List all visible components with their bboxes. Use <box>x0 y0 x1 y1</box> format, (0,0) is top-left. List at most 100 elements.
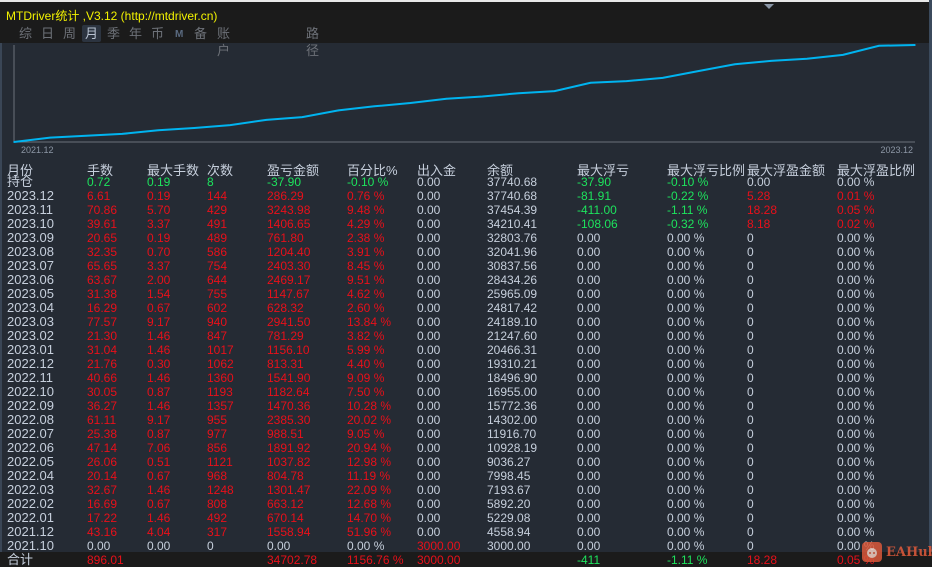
cell-最大浮盈比例: 0.00 % <box>837 301 875 315</box>
cell-次数: 977 <box>207 427 228 441</box>
cell-最大手数: 3.37 <box>147 217 171 231</box>
cell-最大手数: 1.46 <box>147 483 171 497</box>
cell-出入金: 0.00 <box>417 189 441 203</box>
cell-次数: 940 <box>207 315 228 329</box>
cell-次数: 1248 <box>207 483 234 497</box>
cell-手数: 70.86 <box>87 203 118 217</box>
balance-point <box>121 133 123 135</box>
tab-7[interactable]: M <box>175 29 184 40</box>
cell-次数: 586 <box>207 245 228 259</box>
cell-月份: 2021.10 <box>7 538 54 553</box>
watermark-text: EAHub <box>886 544 932 560</box>
cell-次数: 847 <box>207 329 228 343</box>
cell-最大浮亏比例: -0.22 % <box>667 189 709 203</box>
tab-0[interactable]: 综 <box>19 26 33 41</box>
cell-月份: 2022.11 <box>7 370 54 385</box>
cell-手数: 65.65 <box>87 259 118 273</box>
cell-盈亏金额: 761.80 <box>267 231 304 245</box>
cell-次数: 492 <box>207 511 228 525</box>
cell-最大浮亏: 0.00 <box>577 385 601 399</box>
cell-最大浮亏: 0.00 <box>577 483 601 497</box>
cell-出入金: 0.00 <box>417 287 441 301</box>
cell-次数: 808 <box>207 497 228 511</box>
cell-手数: 16.29 <box>87 301 118 315</box>
cell-最大浮盈金额: 0 <box>747 413 754 427</box>
cell-最大浮亏比例: 0.00 % <box>667 245 705 259</box>
cell-百分比%: 9.51 % <box>347 273 385 287</box>
balance-point <box>734 63 736 66</box>
cell-最大浮亏: 0.00 <box>577 259 601 273</box>
cell-余额: 30837.56 <box>487 259 538 273</box>
cell-余额: 37740.68 <box>487 189 538 203</box>
cell-最大浮亏: 0.00 <box>577 427 601 441</box>
cell-最大浮亏: 0.00 <box>577 231 601 245</box>
balance-point <box>373 105 376 108</box>
cell-次数: 317 <box>207 525 228 539</box>
cell-月份: 2021.12 <box>7 524 54 539</box>
cell-月份: 2022.10 <box>7 384 54 399</box>
tab-1[interactable]: 日 <box>41 26 55 41</box>
cell-盈亏金额: 1541.90 <box>267 371 311 385</box>
cell-最大浮盈金额: 0 <box>747 301 754 315</box>
cell-最大浮亏: 0.00 <box>577 357 601 371</box>
cell-手数: 21.30 <box>87 329 118 343</box>
tab-4[interactable]: 季 <box>107 26 121 41</box>
cell-手数: 39.61 <box>87 217 118 231</box>
cell-余额: 37740.68 <box>487 175 538 189</box>
cell-最大浮亏: 0.00 <box>577 525 601 539</box>
cell-最大手数: 0.70 <box>147 245 171 259</box>
cell-最大浮亏: 0.00 <box>577 539 601 553</box>
cell-次数: 1062 <box>207 357 234 371</box>
tab-3[interactable]: 月 <box>82 25 102 42</box>
cell-最大浮盈比例: 0.00 % <box>837 385 875 399</box>
tab-6[interactable]: 币 <box>151 26 165 41</box>
tab-5[interactable]: 年 <box>129 26 143 41</box>
cell-最大浮盈比例: 0.00 % <box>837 469 875 483</box>
tab-10[interactable]: 路径 <box>306 26 320 58</box>
table-row: 2022.10 30.05 0.87 1193 1182.64 7.50 % 0.00 169… <box>0 384 932 400</box>
cell-盈亏金额: 628.32 <box>267 301 304 315</box>
cell-最大浮盈金额: 0 <box>747 511 754 525</box>
cell-盈亏金额: 1558.94 <box>267 525 311 539</box>
cell-月份: 2022.08 <box>7 412 54 427</box>
collapse-arrow-icon[interactable] <box>764 4 774 9</box>
table-row: 2023.04 16.29 0.67 602 628.32 2.60 % 0.00 24817… <box>0 301 932 316</box>
balance-point <box>661 77 664 79</box>
cell-最大浮亏: 0.00 <box>577 273 601 287</box>
cell-百分比%: 9.05 % <box>347 427 385 441</box>
balance-chart: 2021.12 2023.12 <box>13 44 916 155</box>
balance-point <box>625 80 628 82</box>
cell-出入金: 0.00 <box>417 399 441 413</box>
tab-8[interactable]: 备 <box>194 26 208 41</box>
cell-月份: 2023.05 <box>7 286 54 301</box>
cell-最大浮亏比例: 0.00 % <box>667 273 705 287</box>
cell-出入金: 0.00 <box>417 469 441 483</box>
cell-出入金: 0.00 <box>417 343 441 357</box>
cell-最大浮亏比例: -1.11 % <box>667 553 708 567</box>
cell-最大手数: 1.46 <box>147 329 171 343</box>
balance-point <box>914 44 916 46</box>
cell-余额: 7998.45 <box>487 469 531 483</box>
cell-最大浮亏: 0.00 <box>577 441 601 455</box>
cell-最大浮亏比例: 0.00 % <box>667 315 705 329</box>
cell-最大浮盈比例: 0.00 % <box>837 427 875 441</box>
cell-盈亏金额: 2403.30 <box>267 259 311 273</box>
balance-point <box>157 129 159 132</box>
tab-2[interactable]: 周 <box>63 26 77 41</box>
cell-盈亏金额: 1156.10 <box>267 343 310 357</box>
total-row: 合计 896.01 34702.78 1156.76 % 3000.00 -411 -1.1… <box>0 552 932 567</box>
cell-最大浮亏比例: -0.10 % <box>667 175 709 189</box>
cell-盈亏金额: 1204.40 <box>267 245 311 259</box>
cell-百分比%: 3.91 % <box>347 245 385 259</box>
cell-最大浮盈金额: 0 <box>747 231 754 245</box>
cell-最大浮亏: -411 <box>577 553 601 567</box>
cell-盈亏金额: 781.29 <box>267 329 304 343</box>
tab-9[interactable]: 账户 <box>217 26 231 58</box>
cell-出入金: 0.00 <box>417 525 441 539</box>
cell-最大浮亏比例: 0.00 % <box>667 469 705 483</box>
cell-最大浮盈金额: 0 <box>747 259 754 273</box>
cell-最大浮盈金额: 18.28 <box>747 553 778 567</box>
cell-余额: 37454.39 <box>487 203 538 217</box>
cell-百分比%: 12.68 % <box>347 497 392 511</box>
right-scrollbar[interactable] <box>929 0 932 567</box>
